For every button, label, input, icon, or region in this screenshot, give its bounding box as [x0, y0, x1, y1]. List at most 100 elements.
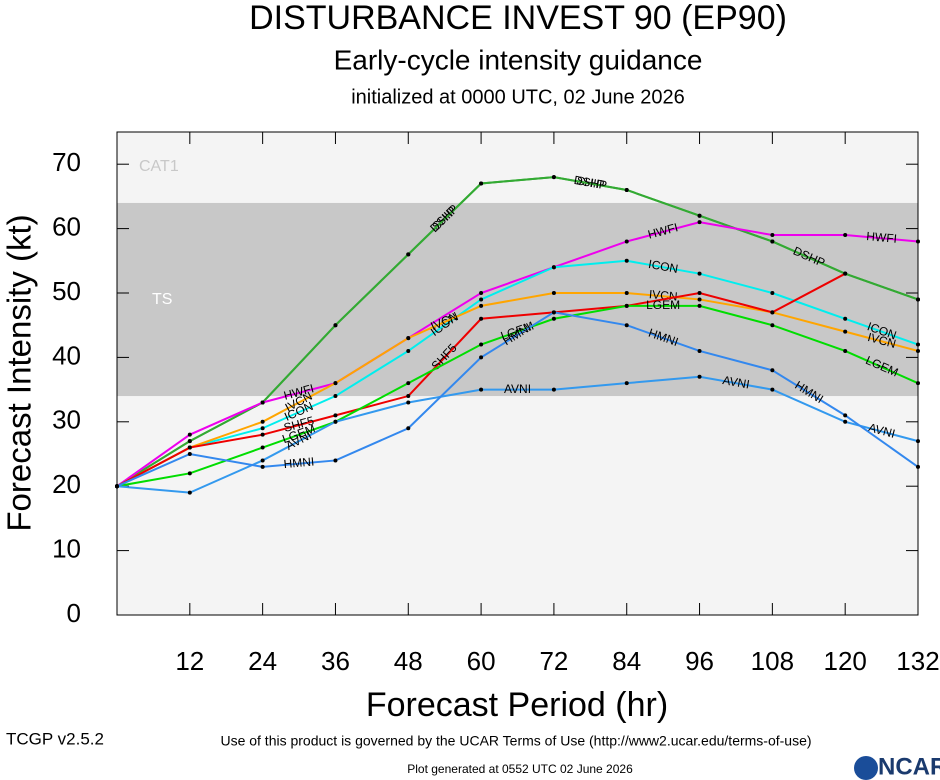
x-tick-label: 84: [612, 646, 641, 676]
point: [260, 445, 265, 450]
point: [479, 297, 484, 302]
series-label: LGEM: [646, 298, 680, 312]
point: [479, 316, 484, 321]
point: [697, 348, 702, 353]
point: [479, 355, 484, 360]
point: [916, 464, 920, 469]
band-label: TS: [152, 291, 172, 308]
point: [551, 316, 556, 321]
point: [551, 387, 556, 392]
point: [479, 303, 484, 308]
point: [551, 291, 556, 295]
point: [770, 310, 775, 315]
point: [260, 458, 265, 463]
x-tick-label: 72: [539, 646, 568, 676]
point: [916, 348, 920, 353]
point: [187, 439, 192, 444]
y-tick-label: 70: [52, 147, 81, 177]
series-line: [116, 375, 919, 494]
point: [697, 271, 702, 276]
point: [697, 297, 702, 302]
y-tick-label: 30: [52, 405, 81, 435]
x-tick-label: 108: [751, 646, 794, 676]
point: [406, 426, 411, 431]
point: [916, 297, 920, 302]
point: [406, 348, 411, 353]
point: [770, 368, 775, 373]
point: [187, 452, 192, 456]
series-label: HWFI: [866, 229, 898, 246]
point: [260, 464, 265, 469]
point: [333, 458, 338, 463]
point: [916, 439, 920, 444]
x-tick-label: 24: [248, 646, 277, 676]
point: [260, 419, 265, 424]
band-label: CAT1: [139, 158, 179, 175]
point: [551, 265, 556, 270]
point: [770, 387, 775, 392]
y-tick-label: 20: [52, 469, 81, 499]
point: [624, 291, 629, 295]
series-label: ICON: [647, 257, 679, 276]
point: [624, 239, 629, 244]
point: [260, 432, 265, 437]
x-tick-label: 132: [896, 646, 939, 676]
series-label: DSHP: [573, 173, 608, 193]
point: [333, 323, 338, 328]
point: [551, 175, 556, 180]
terms: Use of this product is governed by the U…: [220, 733, 811, 749]
point: [770, 291, 775, 295]
point: [479, 387, 484, 392]
series-line: [116, 221, 919, 488]
point: [843, 413, 848, 418]
point: [187, 432, 192, 437]
x-tick-label: 48: [394, 646, 423, 676]
point: [916, 381, 920, 386]
y-axis-title: Forecast Intensity (kt): [1, 214, 38, 531]
x-tick-label: 96: [685, 646, 714, 676]
point: [624, 381, 629, 386]
series-line: [116, 292, 919, 488]
y-tick-label: 50: [52, 276, 81, 306]
point: [916, 342, 920, 347]
series-line: [116, 311, 919, 488]
point: [115, 484, 119, 489]
x-tick-label: 12: [175, 646, 204, 676]
point: [624, 258, 629, 263]
series-label: AVNI: [504, 382, 531, 396]
y-tick-label: 40: [52, 340, 81, 370]
point: [479, 291, 484, 295]
point: [843, 329, 848, 334]
point: [333, 413, 338, 418]
point: [260, 400, 265, 405]
point: [406, 400, 411, 405]
point: [697, 213, 702, 218]
point: [843, 348, 848, 353]
point: [406, 394, 411, 399]
series-label: AVNI: [722, 373, 751, 392]
point: [479, 342, 484, 347]
point: [624, 187, 629, 192]
point: [697, 303, 702, 308]
point: [843, 419, 848, 424]
point: [697, 291, 702, 295]
series-line: [116, 259, 919, 488]
point: [333, 381, 338, 386]
point: [770, 323, 775, 328]
chart-title: DISTURBANCE INVEST 90 (EP90): [249, 0, 787, 37]
point: [187, 490, 192, 495]
series-label: IVCN: [648, 287, 678, 303]
point: [770, 239, 775, 244]
y-tick-label: 60: [52, 211, 81, 241]
point: [624, 303, 629, 308]
y-tick-label: 10: [52, 533, 81, 563]
point: [333, 419, 338, 424]
x-tick-label: 60: [467, 646, 496, 676]
band: [117, 132, 918, 203]
point: [260, 426, 265, 431]
generated: Plot generated at 0552 UTC 02 June 2026: [407, 762, 633, 776]
x-tick-label: 36: [321, 646, 350, 676]
point: [187, 471, 192, 476]
point: [624, 323, 629, 328]
